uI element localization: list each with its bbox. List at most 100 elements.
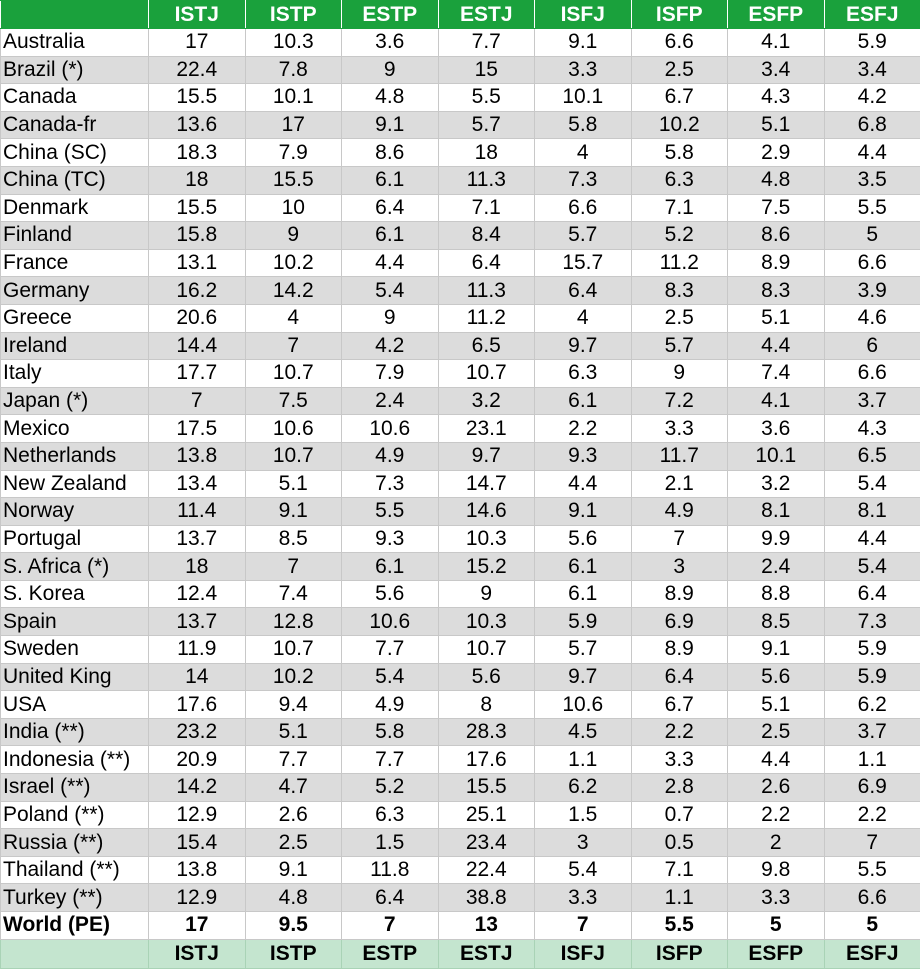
value-cell: 15.7 [534,248,632,278]
value-cell: 5.1 [244,469,342,499]
footer-row: ISTJ ISTP ESTP ESTJ ISFJ ISFP ESFP ESFJ [0,938,920,969]
value-cell: 5 [823,221,920,250]
value-cell: 4.3 [823,414,920,443]
country-cell: S. Africa (*) [0,552,149,581]
value-cell: 5.8 [630,138,728,167]
value-cell: 1.5 [341,828,439,857]
value-cell: 6 [823,331,920,361]
value-cell: 3.5 [823,165,920,195]
value-cell: 5.4 [823,469,920,499]
value-cell: 5.7 [437,110,535,140]
value-cell: 6.2 [823,690,920,719]
value-cell: 2.4 [727,552,825,581]
country-cell: India (**) [0,717,149,747]
value-cell: 15.5 [437,773,535,802]
column-footer: ESTP [341,938,439,969]
value-cell: 17 [148,28,246,57]
value-cell: 6.3 [630,165,728,195]
value-cell: 15.5 [244,165,342,195]
value-cell: 8.9 [630,579,728,609]
country-cell: Ireland [0,331,149,361]
value-cell: 13.8 [148,441,246,471]
value-cell: 9 [437,579,535,609]
value-cell: 4 [244,303,342,333]
value-cell: 1.1 [630,883,728,912]
value-cell: 5.4 [534,855,632,885]
value-cell: 4.4 [534,469,632,499]
country-cell: China (SC) [0,138,149,167]
value-cell: 5.5 [823,193,920,223]
value-cell: 7.7 [341,745,439,775]
value-cell: 6.1 [534,552,632,581]
table-row: China (SC) 18.3 7.9 8.6 18 4 5.8 2.9 4.4 [0,138,920,167]
value-cell: 5.9 [823,662,920,692]
table-row: Brazil (*) 22.4 7.8 9 15 3.3 2.5 3.4 3.4 [0,55,920,85]
value-cell: 7.9 [244,138,342,167]
value-cell: 10.1 [727,441,825,471]
value-cell: 6.6 [823,248,920,278]
country-cell: Canada [0,83,149,112]
value-cell: 7.3 [534,165,632,195]
value-cell: 1.1 [823,745,920,775]
country-cell: Sweden [0,635,149,664]
value-cell: 5 [727,911,825,940]
country-cell: Finland [0,221,149,250]
value-cell: 5.8 [341,717,439,747]
value-cell: 6.7 [630,83,728,112]
column-header: ESFJ [823,0,920,29]
value-cell: 3.3 [727,883,825,912]
value-cell: 8 [437,690,535,719]
value-cell: 9 [244,221,342,250]
value-cell: 7.5 [244,386,342,416]
value-cell: 6.1 [341,165,439,195]
value-cell: 5.1 [727,110,825,140]
value-cell: 7.2 [630,386,728,416]
value-cell: 2.4 [341,386,439,416]
table-row: Canada-fr 13.6 17 9.1 5.7 5.8 10.2 5.1 6.8 [0,110,920,140]
value-cell: 4.3 [727,83,825,112]
value-cell: 2.2 [823,800,920,830]
value-cell: 6.5 [437,331,535,361]
value-cell: 23.2 [148,717,246,747]
column-header: ISFJ [534,0,632,29]
value-cell: 10.2 [630,110,728,140]
value-cell: 7.3 [823,607,920,637]
column-header: ESTP [341,0,439,29]
value-cell: 18.3 [148,138,246,167]
value-cell: 7.3 [341,469,439,499]
table-row: Denmark 15.5 10 6.4 7.1 6.6 7.1 7.5 5.5 [0,193,920,223]
value-cell: 12.9 [148,883,246,912]
value-cell: 5.5 [437,83,535,112]
value-cell: 7 [630,524,728,554]
table-row: Russia (**) 15.4 2.5 1.5 23.4 3 0.5 2 7 [0,828,920,857]
country-cell: Australia [0,28,149,57]
value-cell: 22.4 [148,55,246,85]
value-cell: 2.5 [727,717,825,747]
country-cell: Italy [0,359,149,388]
value-cell: 10.6 [341,607,439,637]
header-row: ISTJ ISTP ESTP ESTJ ISFJ ISFP ESFP ESFJ [0,0,920,29]
value-cell: 7 [534,911,632,940]
value-cell: 15.2 [437,552,535,581]
value-cell: 23.1 [437,414,535,443]
value-cell: 6.6 [823,883,920,912]
value-cell: 7 [823,828,920,857]
table-row: Japan (*) 7 7.5 2.4 3.2 6.1 7.2 4.1 3.7 [0,386,920,416]
value-cell: 5.7 [630,331,728,361]
value-cell: 3 [630,552,728,581]
value-cell: 8.5 [727,607,825,637]
value-cell: 10.3 [244,28,342,57]
column-footer: ISTP [244,938,342,969]
value-cell: 14.2 [244,276,342,305]
value-cell: 20.6 [148,303,246,333]
value-cell: 6.6 [534,193,632,223]
value-cell: 9.3 [341,524,439,554]
value-cell: 13.7 [148,524,246,554]
value-cell: 5.2 [341,773,439,802]
value-cell: 11.2 [630,248,728,278]
value-cell: 11.3 [437,165,535,195]
value-cell: 4.8 [244,883,342,912]
column-footer: ESTJ [437,938,535,969]
value-cell: 9 [341,303,439,333]
